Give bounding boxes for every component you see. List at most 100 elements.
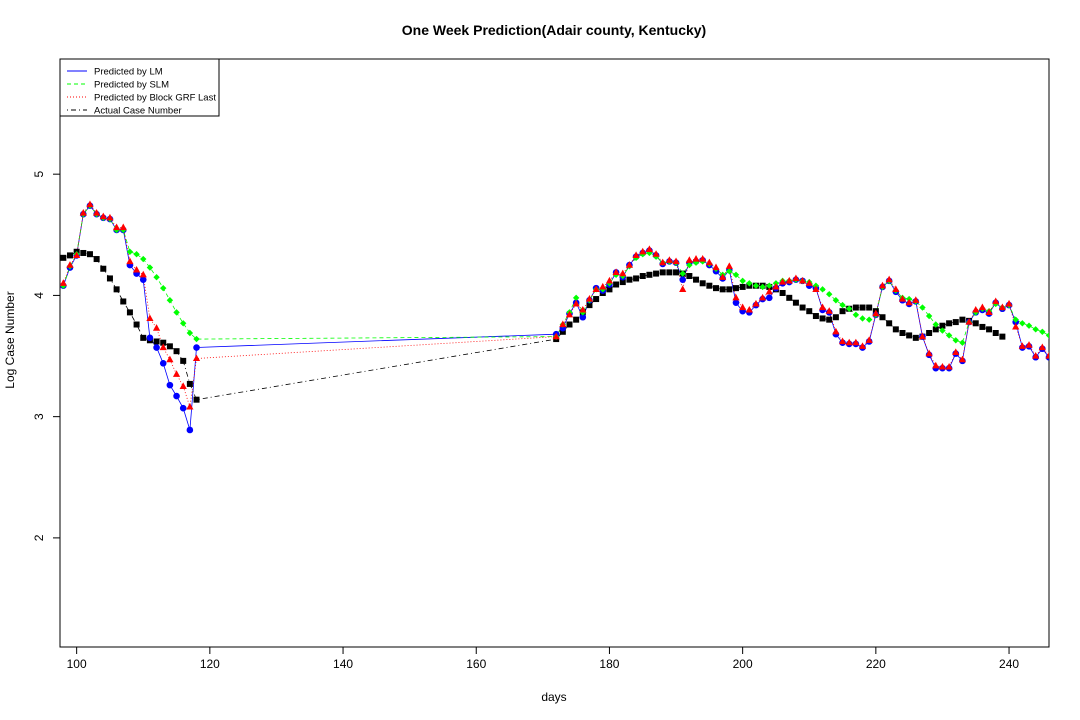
data-point bbox=[619, 269, 627, 277]
data-point bbox=[665, 256, 673, 263]
data-point bbox=[905, 298, 913, 306]
data-point bbox=[712, 263, 720, 271]
x-tick-label: 100 bbox=[67, 657, 87, 671]
data-point bbox=[826, 316, 833, 323]
data-point bbox=[100, 265, 107, 272]
data-point bbox=[106, 213, 114, 221]
legend-label: Actual Case Number bbox=[94, 106, 182, 117]
data-point bbox=[140, 255, 147, 263]
data-point bbox=[652, 250, 660, 257]
data-point bbox=[739, 303, 747, 311]
data-point bbox=[699, 280, 706, 287]
data-point bbox=[705, 258, 713, 266]
data-point bbox=[812, 313, 819, 320]
data-point bbox=[79, 208, 87, 216]
data-point bbox=[1019, 320, 1026, 327]
data-point bbox=[659, 269, 666, 276]
data-point bbox=[1039, 328, 1046, 335]
data-point bbox=[819, 315, 826, 322]
data-point bbox=[639, 247, 647, 255]
data-point bbox=[699, 255, 707, 262]
legend-label: Predicted by SLM bbox=[94, 80, 169, 91]
data-point bbox=[918, 332, 927, 340]
data-point bbox=[126, 309, 133, 316]
data-point bbox=[186, 402, 194, 410]
data-point bbox=[113, 286, 120, 293]
data-point bbox=[592, 285, 600, 292]
data-point bbox=[1005, 299, 1013, 307]
data-point bbox=[986, 326, 993, 333]
data-point bbox=[832, 314, 839, 321]
data-point bbox=[685, 256, 693, 263]
series-line bbox=[60, 205, 1049, 344]
data-point bbox=[938, 362, 947, 370]
data-point bbox=[725, 262, 733, 269]
data-point bbox=[946, 320, 953, 327]
data-point bbox=[686, 261, 693, 269]
data-point bbox=[992, 297, 1000, 305]
data-point bbox=[932, 321, 939, 328]
data-point bbox=[86, 200, 94, 208]
data-point bbox=[952, 319, 959, 326]
x-axis: 100 120 140 160 180 200 220 240 bbox=[67, 647, 1019, 671]
data-point bbox=[180, 320, 187, 327]
data-point bbox=[179, 382, 187, 389]
data-point bbox=[152, 324, 161, 331]
data-point bbox=[726, 286, 733, 293]
data-point bbox=[832, 327, 840, 335]
data-point bbox=[80, 249, 87, 256]
data-point bbox=[732, 293, 740, 301]
data-point bbox=[172, 370, 181, 377]
data-point bbox=[166, 381, 174, 389]
data-point bbox=[952, 337, 959, 344]
data-point bbox=[173, 392, 180, 400]
series-markers bbox=[60, 202, 1049, 346]
data-point bbox=[133, 250, 140, 258]
data-point bbox=[932, 361, 940, 369]
data-point bbox=[772, 282, 780, 290]
data-point bbox=[912, 296, 920, 303]
x-tick-label: 220 bbox=[866, 657, 886, 671]
data-point bbox=[719, 273, 727, 280]
series-markers bbox=[60, 200, 1049, 410]
data-point bbox=[585, 295, 594, 302]
data-point bbox=[959, 339, 966, 346]
data-point bbox=[605, 276, 614, 284]
y-tick-label: 2 bbox=[32, 534, 46, 541]
data-point bbox=[679, 276, 687, 283]
series-line bbox=[60, 205, 1049, 431]
data-point bbox=[1045, 332, 1049, 339]
data-point bbox=[858, 342, 867, 349]
data-point bbox=[886, 320, 893, 327]
data-point bbox=[878, 281, 887, 289]
data-point bbox=[679, 285, 687, 292]
data-point bbox=[1045, 352, 1049, 359]
data-point bbox=[66, 261, 74, 268]
data-point bbox=[872, 309, 880, 317]
data-point bbox=[885, 275, 893, 283]
data-point bbox=[1025, 341, 1033, 348]
data-point bbox=[572, 294, 580, 302]
data-point bbox=[633, 275, 640, 282]
data-point bbox=[60, 279, 67, 286]
data-point bbox=[153, 344, 160, 351]
data-point bbox=[958, 355, 967, 363]
data-point bbox=[838, 337, 847, 345]
x-axis-label: days bbox=[541, 690, 566, 704]
data-point bbox=[180, 357, 187, 364]
data-point bbox=[739, 283, 746, 290]
data-point bbox=[865, 336, 873, 343]
data-point bbox=[746, 280, 753, 287]
data-point bbox=[839, 301, 846, 309]
legend-box bbox=[59, 58, 220, 117]
data-point bbox=[759, 293, 767, 301]
data-point bbox=[819, 286, 826, 293]
data-point bbox=[713, 285, 720, 292]
data-point bbox=[932, 326, 939, 333]
data-point bbox=[612, 268, 620, 275]
data-point bbox=[839, 308, 846, 315]
data-point bbox=[979, 323, 986, 330]
y-axis-label: Log Case Number bbox=[3, 291, 17, 388]
data-point bbox=[1018, 342, 1026, 349]
data-point bbox=[865, 316, 873, 323]
